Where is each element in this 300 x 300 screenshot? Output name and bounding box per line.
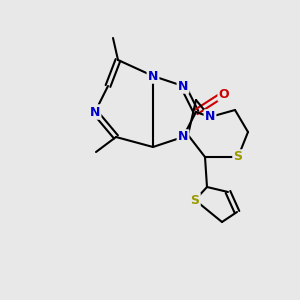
Text: N: N (178, 80, 188, 92)
Text: N: N (90, 106, 100, 118)
Text: N: N (148, 70, 158, 83)
Text: S: S (233, 151, 242, 164)
Text: O: O (219, 88, 229, 100)
Text: S: S (190, 194, 200, 206)
Text: N: N (205, 110, 215, 124)
Text: N: N (178, 130, 188, 143)
